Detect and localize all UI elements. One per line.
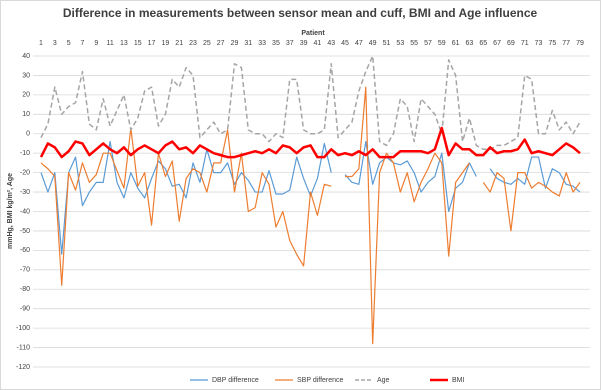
y-tick-label: 0 [26, 131, 30, 138]
x-tick-label: 61 [452, 40, 460, 47]
x-tick-label: 69 [507, 40, 515, 47]
x-axis-title: Patient [301, 30, 325, 37]
chart-title: Difference in measurements between senso… [63, 6, 538, 20]
x-tick-label: 47 [355, 40, 363, 47]
x-tick-label: 3 [53, 40, 57, 47]
legend-label: Age [377, 377, 390, 384]
y-axis-title: mmHg, BMI kg/m², Age [7, 173, 14, 249]
legend-label: SBP difference [297, 377, 344, 384]
y-tick-label: -50 [20, 228, 30, 235]
x-tick-label: 29 [231, 40, 239, 47]
y-tick-label: 30 [22, 72, 30, 79]
x-tick-label: 59 [438, 40, 446, 47]
x-tick-label: 17 [148, 40, 156, 47]
x-tick-label: 1 [39, 40, 43, 47]
y-tick-label: -120 [16, 364, 30, 371]
y-tick-label: 10 [22, 111, 30, 118]
x-tick-label: 23 [189, 40, 197, 47]
x-tick-label: 53 [396, 40, 404, 47]
y-tick-label: 40 [22, 53, 30, 60]
y-tick-label: -70 [20, 267, 30, 274]
y-tick-label: 20 [22, 92, 30, 99]
x-tick-label: 11 [106, 40, 113, 47]
x-tick-label: 33 [258, 40, 266, 47]
y-tick-label: -110 [17, 344, 31, 351]
x-tick-label: 49 [369, 40, 377, 47]
y-tick-label: -60 [20, 247, 30, 254]
x-tick-label: 9 [94, 40, 98, 47]
y-tick-label: -100 [16, 325, 30, 332]
x-tick-label: 77 [562, 40, 570, 47]
x-tick-label: 43 [327, 40, 335, 47]
x-tick-label: 25 [203, 40, 211, 47]
x-tick-label: 71 [521, 40, 529, 47]
series-line [40, 55, 581, 151]
x-tick-label: 45 [341, 40, 349, 47]
series-line [40, 86, 581, 345]
x-tick-label: 57 [424, 40, 432, 47]
x-tick-label: 63 [466, 40, 474, 47]
y-tick-label: -40 [20, 208, 30, 215]
x-tick-label: 55 [410, 40, 418, 47]
x-tick-label: 37 [286, 40, 294, 47]
y-tick-label: -10 [20, 150, 30, 157]
x-tick-label: 31 [244, 40, 252, 47]
legend-label: DBP difference [212, 377, 259, 384]
x-tick-label: 19 [161, 40, 169, 47]
x-tick-label: 65 [479, 40, 487, 47]
y-tick-label: -80 [20, 286, 30, 293]
y-tick-label: -90 [20, 306, 30, 313]
y-tick-label: -20 [20, 169, 30, 176]
x-tick-label: 67 [493, 40, 501, 47]
y-tick-label: -30 [20, 189, 30, 196]
x-tick-label: 39 [300, 40, 308, 47]
x-tick-label: 41 [314, 40, 322, 47]
x-tick-label: 15 [134, 40, 142, 47]
x-tick-label: 75 [548, 40, 556, 47]
x-tick-label: 27 [217, 40, 225, 47]
x-tick-label: 13 [120, 40, 128, 47]
legend-label: BMI [452, 377, 465, 384]
x-tick-label: 79 [576, 40, 584, 47]
x-tick-label: 7 [81, 40, 85, 47]
series-line [39, 126, 581, 159]
x-tick-label: 35 [272, 40, 280, 47]
x-tick-label: 73 [535, 40, 543, 47]
x-tick-label: 51 [383, 40, 391, 47]
x-tick-label: 21 [175, 40, 183, 47]
x-tick-label: 5 [67, 40, 71, 47]
